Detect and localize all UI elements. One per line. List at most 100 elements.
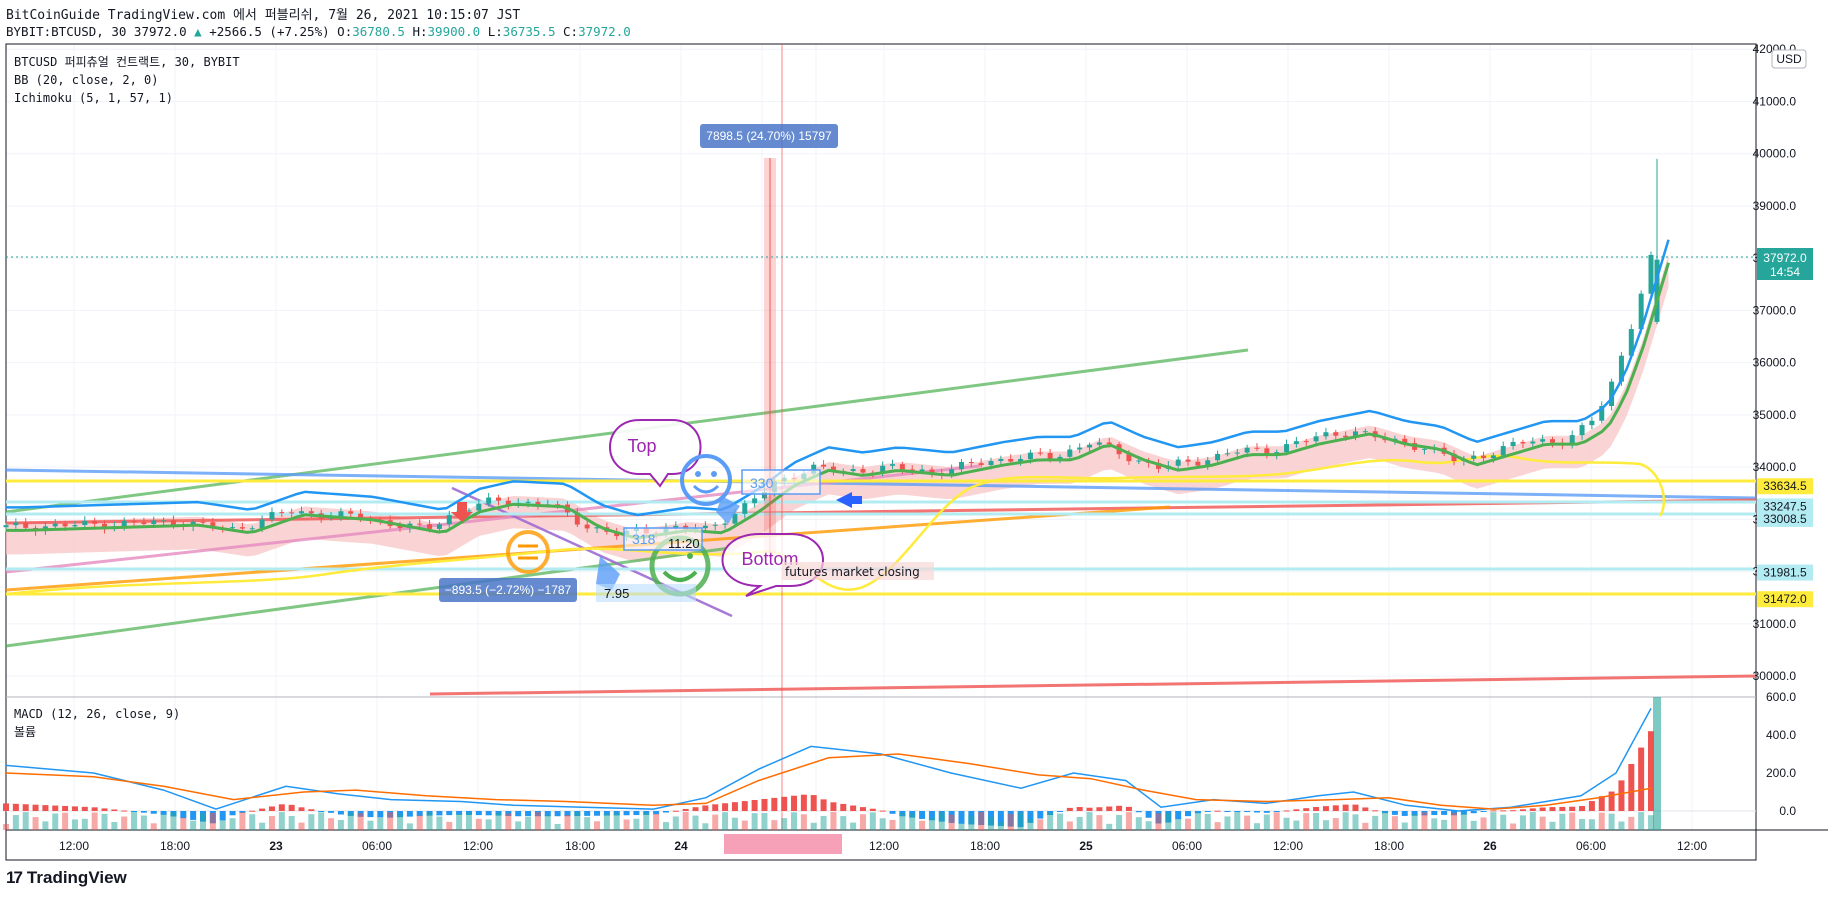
macd-histogram-bar [160, 811, 167, 815]
open-label: O: [337, 24, 353, 39]
candle-body [722, 523, 728, 525]
high-value: 39900.0 [427, 24, 481, 39]
volume-bar [1135, 817, 1142, 830]
macd-histogram-bar [653, 811, 660, 815]
candle-body [72, 525, 78, 527]
candle-body [1589, 420, 1595, 426]
macd-histogram-bar [1598, 796, 1605, 811]
macd-histogram-bar [741, 801, 748, 811]
macd-histogram-bar [1519, 809, 1526, 811]
volume-bar [662, 822, 669, 830]
candle-body [1648, 254, 1654, 294]
current-price-label-bg [1757, 248, 1813, 280]
time-tick-label: 12:00 [1273, 839, 1303, 853]
time-axis[interactable]: 12:0018:002306:0012:0018:00242021-07-240… [59, 839, 1707, 853]
volume-bar [1549, 821, 1556, 830]
candle-body [1343, 435, 1349, 438]
volume-bar [52, 813, 59, 830]
candle-body [1323, 432, 1329, 437]
volume-bar [249, 814, 256, 830]
time-tick-label: 06:00 [1576, 839, 1606, 853]
volume-bar [1263, 814, 1270, 830]
macd-histogram-bar [52, 805, 59, 811]
currency-badge-bg [1771, 49, 1807, 69]
ichimoku-cloud [6, 254, 1669, 562]
candle-body [752, 498, 758, 504]
candle-body [1185, 459, 1191, 462]
candle-body [1155, 462, 1161, 469]
volume-bar [633, 818, 640, 830]
volume-bar [613, 812, 620, 830]
macd-histogram-bar [712, 804, 719, 811]
legend-volume: 볼륨 [14, 725, 36, 739]
volume-bar [958, 823, 965, 830]
current-price-label: 37972.0 [1763, 251, 1807, 265]
time-note: 11:20 [668, 536, 700, 551]
volume-bar [850, 822, 857, 830]
main-pane-border [5, 43, 1757, 861]
candle-body [1609, 381, 1615, 407]
futures-note-bg [782, 562, 934, 580]
candle-body [1500, 446, 1506, 456]
volume-bar [475, 818, 482, 830]
volume-bar [741, 820, 748, 830]
legend-title: BTCUSD 퍼피츄얼 컨트랙트, 30, BYBIT [14, 55, 240, 69]
macd-histogram-bar [180, 811, 187, 819]
macd-histogram-bar [406, 811, 413, 817]
candle-body [929, 469, 935, 473]
macd-histogram-bar [71, 806, 78, 811]
macd-histogram-bar [958, 811, 965, 824]
candle-body [1096, 442, 1102, 445]
candle-body [13, 522, 19, 526]
volume-bar [623, 819, 630, 830]
volume-bar [170, 812, 177, 830]
candle-body [1333, 432, 1339, 436]
currency-badge: USD [1776, 52, 1802, 66]
macd-histogram-bar [337, 811, 344, 815]
volume-bar [288, 816, 295, 830]
smiley-blue-mouth [692, 484, 720, 494]
macd-histogram-bar [131, 811, 138, 812]
price-axis[interactable]: 42000.041000.040000.039000.038000.037000… [1753, 42, 1797, 683]
candle-body [289, 512, 295, 514]
macd-histogram-bar [594, 811, 601, 816]
candle-body [525, 501, 531, 503]
macd-histogram-bar [42, 805, 49, 811]
annotations: Top Bottom futures market closing 7898.5… [439, 124, 934, 602]
tradingview-brand: 17 TradingView [6, 868, 127, 888]
macd-histogram-bar [278, 804, 285, 811]
candle-body [1284, 444, 1290, 453]
macd-histogram-bar [928, 811, 935, 821]
level-label-bg [1757, 510, 1813, 527]
volume-bar [318, 812, 325, 830]
volume-bar [820, 815, 827, 830]
candle-body [52, 523, 58, 527]
volume-bar [239, 812, 246, 830]
candle-body [1451, 453, 1457, 462]
volume-bar [32, 817, 39, 830]
time-tick-label: 24 [674, 839, 688, 853]
volume-bar [1342, 812, 1349, 830]
volume-bar [1450, 812, 1457, 830]
volume-bar [140, 815, 147, 830]
volume-bar [1352, 814, 1359, 830]
macd-histogram-bar [879, 810, 886, 812]
volume-bar [397, 814, 404, 830]
volume-bar [416, 815, 423, 830]
macd-histogram-bar [1559, 806, 1566, 811]
smiley-blue-icon [680, 454, 732, 506]
price-tick-label: 36000.0 [1753, 356, 1797, 370]
volume-bar [42, 821, 49, 830]
smiley-green-eye [687, 553, 693, 559]
candle-body [535, 501, 541, 506]
volume-bar [268, 815, 275, 830]
macd-histogram-bar [1391, 811, 1398, 815]
measure-label-up-bg [700, 124, 838, 148]
candle-body [358, 513, 364, 520]
candle-body [821, 464, 827, 467]
volume-bar [1588, 819, 1595, 830]
tradingview-logo-icon: 17 [6, 868, 23, 887]
volume-bar [781, 818, 788, 830]
macd-histogram-bar [919, 811, 926, 819]
